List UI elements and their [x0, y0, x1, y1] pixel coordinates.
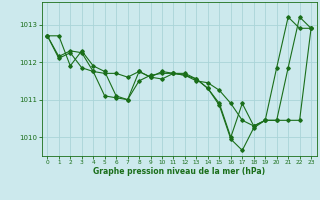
X-axis label: Graphe pression niveau de la mer (hPa): Graphe pression niveau de la mer (hPa)	[93, 167, 265, 176]
